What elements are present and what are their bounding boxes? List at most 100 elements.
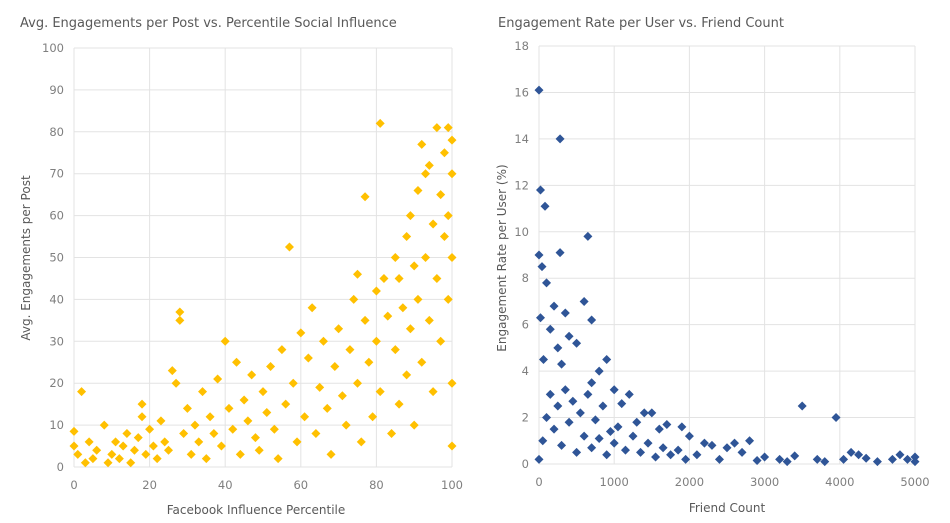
- left-data-point: [360, 315, 370, 325]
- left-data-point: [398, 303, 408, 313]
- left-data-point: [269, 424, 279, 434]
- left-data-point: [145, 424, 155, 434]
- left-data-point: [345, 345, 355, 355]
- left-data-point: [364, 357, 374, 367]
- right-data-point: [594, 433, 604, 443]
- right-x-tick-label: 4000: [825, 475, 854, 489]
- left-data-point: [443, 211, 453, 221]
- right-data-point: [647, 408, 657, 418]
- left-data-point: [405, 211, 415, 221]
- right-data-point: [745, 436, 755, 446]
- right-chart-title: Engagement Rate per User vs. Friend Coun…: [498, 16, 784, 31]
- right-x-axis-label: Friend Count: [689, 501, 766, 515]
- left-data-point: [266, 361, 276, 371]
- left-data-point: [428, 219, 438, 229]
- right-data-point: [636, 447, 646, 457]
- left-data-point: [383, 311, 393, 321]
- right-data-point: [628, 431, 638, 441]
- right-data-point: [553, 343, 563, 353]
- left-data-point: [379, 273, 389, 283]
- left-data-point: [341, 420, 351, 430]
- left-data-point: [424, 315, 434, 325]
- left-data-point: [167, 366, 177, 376]
- left-x-tick-label: 0: [70, 478, 77, 492]
- right-data-point: [536, 313, 546, 323]
- left-data-point: [432, 273, 442, 283]
- right-data-point: [534, 85, 544, 95]
- right-data-point: [583, 231, 593, 241]
- left-y-tick-label: 70: [49, 167, 64, 181]
- right-data-point: [790, 451, 800, 461]
- left-data-point: [387, 428, 397, 438]
- left-data-point: [353, 378, 362, 388]
- left-data-point: [262, 408, 272, 418]
- left-data-point: [402, 232, 412, 242]
- right-data-point: [730, 438, 740, 448]
- left-data-point: [337, 391, 347, 401]
- left-x-tick-label: 60: [293, 478, 308, 492]
- right-data-point: [775, 454, 785, 464]
- left-data-point: [315, 382, 325, 392]
- right-y-tick-label: 16: [514, 85, 529, 99]
- left-data-point: [77, 387, 87, 397]
- left-chart-title: Avg. Engagements per Post vs. Percentile…: [20, 16, 397, 31]
- left-data-point: [148, 441, 158, 451]
- right-data-point: [699, 438, 709, 448]
- left-data-point: [152, 454, 162, 464]
- right-data-point: [887, 454, 897, 464]
- left-data-point: [243, 416, 253, 426]
- left-data-point: [447, 135, 457, 145]
- right-data-point: [542, 278, 552, 288]
- left-data-point: [318, 336, 328, 346]
- right-data-point: [654, 424, 664, 434]
- left-data-point: [439, 148, 449, 158]
- left-data-point: [122, 428, 132, 438]
- left-data-point: [118, 441, 128, 451]
- left-data-point: [182, 403, 192, 413]
- left-data-point: [447, 253, 457, 262]
- right-y-tick-label: 4: [522, 364, 529, 378]
- left-data-point: [137, 412, 147, 422]
- left-data-point: [353, 269, 362, 279]
- right-data-point: [560, 308, 570, 318]
- left-data-point: [107, 449, 117, 459]
- left-data-point: [326, 449, 336, 459]
- right-data-point: [760, 452, 770, 462]
- right-data-point: [752, 456, 762, 466]
- left-data-point: [216, 441, 226, 451]
- left-data-point: [92, 445, 102, 455]
- right-data-point: [820, 457, 830, 467]
- left-y-tick-label: 60: [49, 209, 64, 223]
- right-data-point: [536, 185, 546, 195]
- left-x-tick-label: 20: [142, 478, 157, 492]
- right-data-point: [602, 355, 612, 364]
- right-y-tick-label: 14: [514, 132, 529, 146]
- right-data-point: [572, 447, 582, 457]
- right-data-point: [539, 355, 549, 364]
- right-data-point: [579, 296, 589, 306]
- left-data-point: [126, 458, 136, 468]
- right-data-point: [557, 359, 567, 369]
- right-data-point: [639, 408, 649, 418]
- left-data-point: [84, 437, 94, 447]
- left-data-point: [224, 403, 234, 413]
- left-data-point: [349, 294, 359, 304]
- right-data-point: [666, 450, 676, 460]
- right-data-point: [714, 454, 724, 464]
- left-data-point: [409, 420, 419, 430]
- left-data-point: [447, 169, 457, 179]
- left-data-point: [164, 445, 173, 455]
- right-data-point: [594, 366, 604, 376]
- right-data-point: [542, 413, 552, 423]
- right-data-point: [643, 438, 653, 448]
- right-data-point: [609, 385, 619, 395]
- left-data-point: [303, 353, 313, 363]
- left-data-point: [405, 324, 415, 334]
- right-data-point: [910, 452, 920, 462]
- left-data-point: [194, 437, 204, 447]
- left-data-point: [175, 315, 185, 325]
- right-data-point: [684, 431, 694, 441]
- right-data-point: [553, 401, 563, 411]
- left-data-point: [114, 454, 124, 464]
